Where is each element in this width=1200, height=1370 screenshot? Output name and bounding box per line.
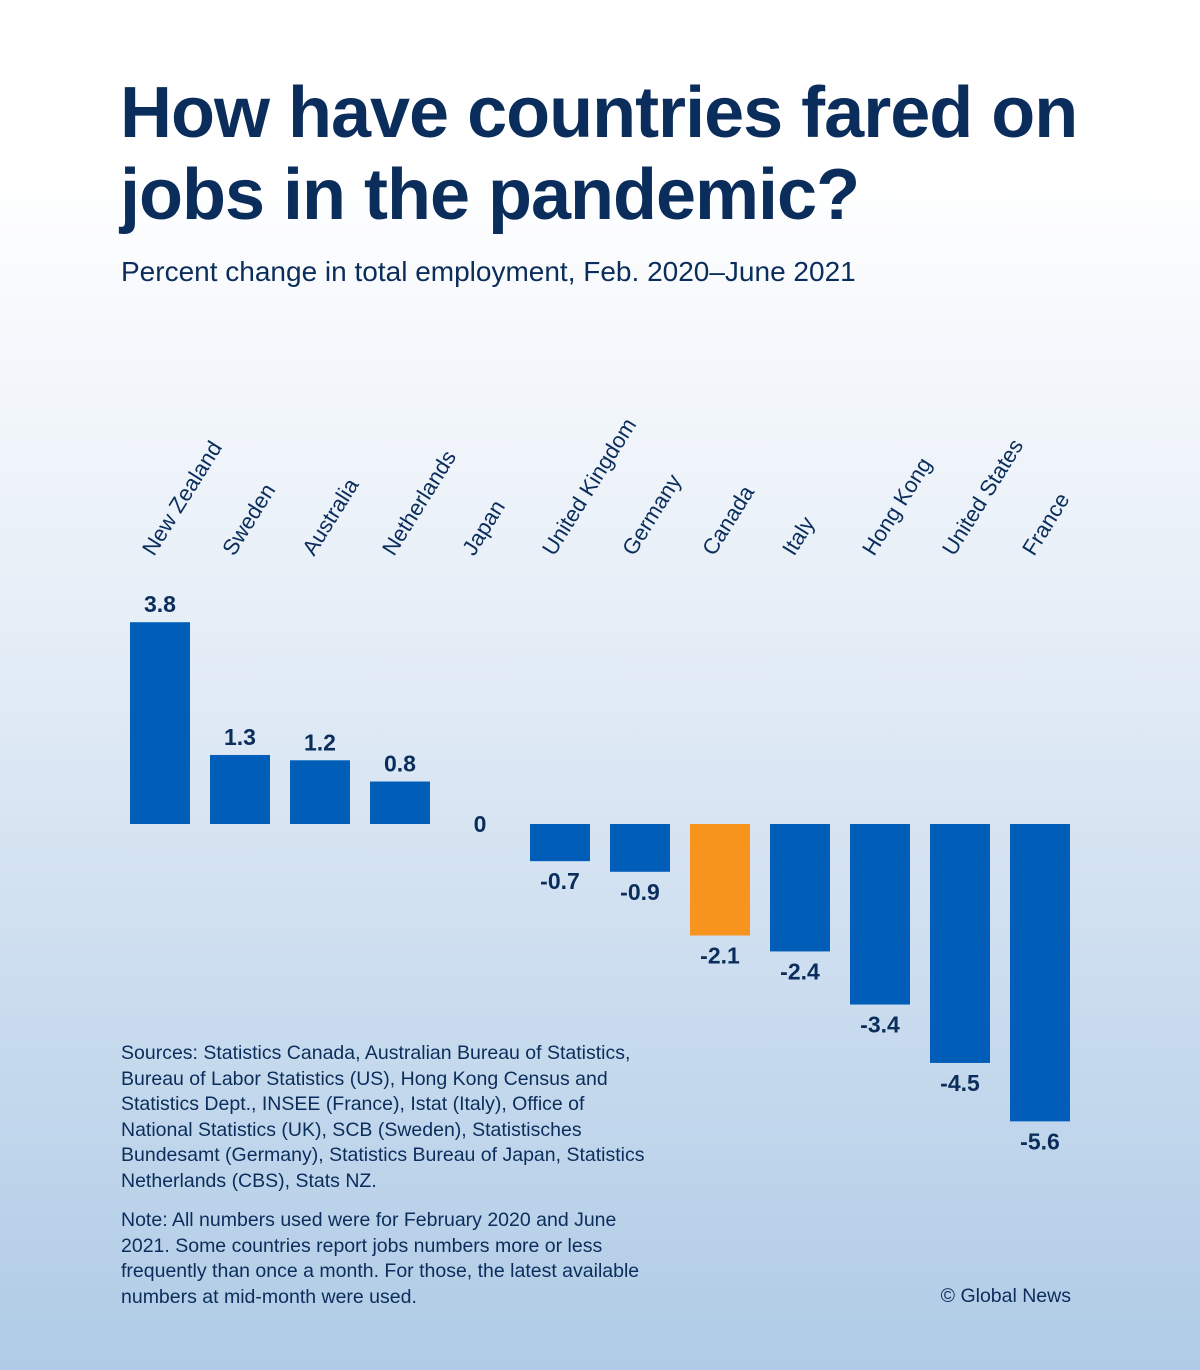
bar bbox=[290, 760, 350, 824]
value-label: -0.9 bbox=[620, 879, 660, 905]
value-label: 0.8 bbox=[384, 751, 416, 777]
bar bbox=[130, 622, 190, 824]
category-label: Sweden bbox=[217, 479, 280, 560]
category-label: Germany bbox=[617, 470, 686, 560]
category-label: France bbox=[1017, 488, 1074, 559]
chart-title: How have countries fared on jobs in the … bbox=[120, 73, 1078, 235]
category-label: Netherlands bbox=[377, 446, 461, 560]
credit-text: © Global News bbox=[940, 1285, 1071, 1307]
bar bbox=[690, 824, 750, 936]
value-label: -0.7 bbox=[540, 868, 580, 894]
value-label: -5.6 bbox=[1020, 1128, 1060, 1154]
sources-text: Sources: Statistics Canada, Australian B… bbox=[121, 1042, 645, 1192]
bar bbox=[530, 824, 590, 862]
bar bbox=[1010, 824, 1070, 1122]
category-label: Canada bbox=[697, 480, 759, 559]
bar bbox=[370, 781, 430, 824]
category-label: Hong Kong bbox=[857, 453, 937, 560]
category-label: Japan bbox=[457, 496, 510, 560]
value-label: -2.1 bbox=[700, 943, 740, 969]
category-label: New Zealand bbox=[137, 436, 227, 559]
bar bbox=[610, 824, 670, 872]
bar bbox=[930, 824, 990, 1063]
chart-subtitle: Percent change in total employment, Feb.… bbox=[121, 256, 856, 287]
value-label: 1.3 bbox=[224, 724, 256, 750]
value-label: -2.4 bbox=[780, 958, 820, 984]
bar bbox=[850, 824, 910, 1005]
category-label: Australia bbox=[297, 473, 364, 559]
value-label: -4.5 bbox=[940, 1070, 980, 1096]
note-text: Note: All numbers used were for February… bbox=[121, 1209, 640, 1308]
value-label: 3.8 bbox=[144, 591, 176, 617]
value-label: 1.2 bbox=[304, 729, 336, 755]
category-label: United States bbox=[937, 434, 1028, 559]
category-label: Italy bbox=[777, 512, 820, 559]
value-label: 0 bbox=[474, 811, 487, 837]
bar bbox=[210, 754, 270, 824]
bar bbox=[770, 824, 830, 952]
value-label: -3.4 bbox=[860, 1012, 900, 1038]
